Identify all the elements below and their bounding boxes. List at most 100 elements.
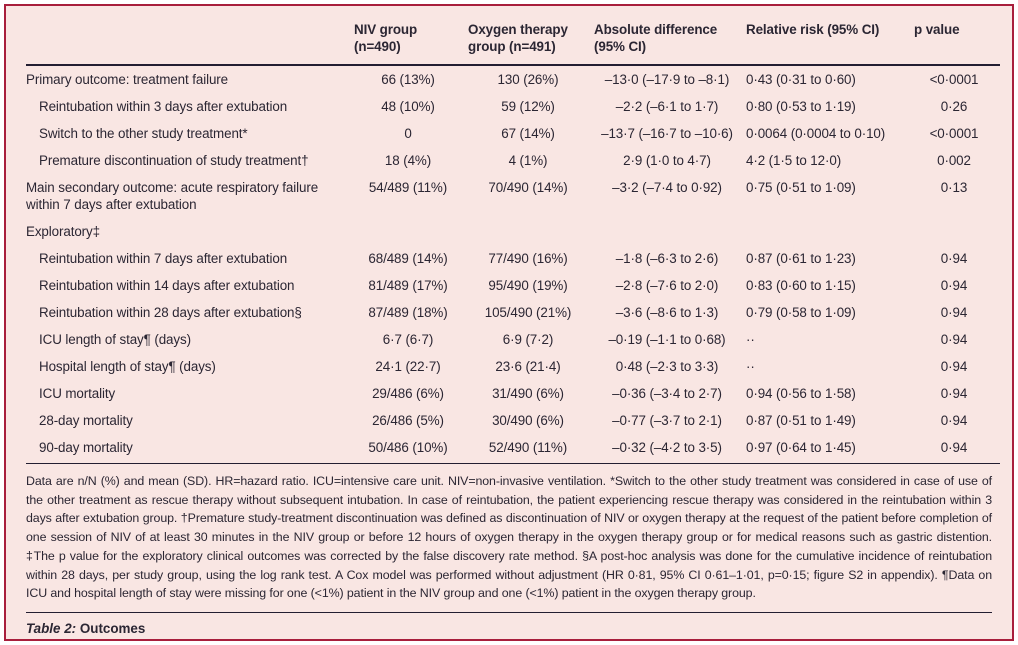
cell-rr: 0·80 (0·53 to 1·19)	[746, 99, 856, 114]
column-header-oxygen-group: Oxygen therapy group (n=491)	[468, 19, 594, 66]
cell-diff: –3·6 (–8·6 to 1·3)	[615, 305, 719, 320]
table-caption-label: Table 2:	[26, 620, 77, 636]
cell-diff: 0·48 (–2·3 to 3·3)	[615, 359, 719, 374]
table-row: Reintubation within 28 days after extuba…	[26, 299, 1000, 326]
cell-p: 0·94	[940, 278, 968, 293]
cell-niv: 0	[404, 126, 412, 141]
cell-rr	[746, 218, 914, 245]
cell-oxygen: 4 (1%)	[508, 153, 548, 168]
cell-niv: 18 (4%)	[384, 153, 432, 168]
table-row: Exploratory‡	[26, 218, 1000, 245]
cell-oxygen	[468, 218, 594, 245]
cell-oxygen: 95/490 (19%)	[488, 278, 568, 293]
table-row: 28-day mortality 26/486 (5%) 30/490 (6%) –0…	[26, 407, 1000, 434]
cell-p: 0·13	[940, 180, 968, 195]
cell-oxygen: 23·6 (21·4)	[495, 359, 561, 374]
cell-rr: 0·87 (0·61 to 1·23)	[746, 251, 856, 266]
column-header-niv-group: NIV group (n=490)	[354, 19, 468, 66]
row-label: ICU length of stay¶ (days)	[39, 332, 191, 347]
cell-diff: –13·0 (–17·9 to –8·1)	[604, 72, 730, 87]
row-label: 90-day mortality	[26, 434, 354, 464]
cell-oxygen: 59 (12%)	[501, 99, 555, 114]
cell-oxygen: 77/490 (16%)	[488, 251, 568, 266]
cell-diff: –0·19 (–1·1 to 0·68)	[608, 332, 726, 347]
cell-p: 0·94	[940, 413, 968, 428]
cell-niv: 87/489 (18%)	[368, 305, 448, 320]
cell-diff: –0·36 (–3·4 to 2·7)	[612, 386, 722, 401]
row-label: Reintubation within 14 days after extuba…	[39, 278, 295, 293]
table-row: 90-day mortality 50/486 (10%) 52/490 (11%)…	[26, 434, 1000, 464]
column-header-outcome	[26, 19, 354, 66]
cell-oxygen: 6·9 (7·2)	[502, 332, 554, 347]
cell-niv: 24·1 (22·7)	[375, 359, 441, 374]
cell-diff: –2·2 (–6·1 to 1·7)	[615, 99, 719, 114]
cell-oxygen: 70/490 (14%)	[488, 180, 568, 195]
row-label: 28-day mortality	[39, 413, 133, 428]
table-row: Premature discontinuation of study treat…	[26, 147, 1000, 174]
cell-rr: 0·75 (0·51 to 1·09)	[746, 180, 856, 195]
cell-rr: 0·87 (0·51 to 1·49)	[746, 413, 856, 428]
table-footnote: Data are n/N (%) and mean (SD). HR=hazar…	[26, 474, 992, 601]
table-panel: NIV group (n=490) Oxygen therapy group (n…	[4, 4, 1014, 641]
row-label: ICU mortality	[39, 386, 116, 401]
cell-p: <0·0001	[929, 126, 979, 141]
cell-rr: 0·0064 (0·0004 to 0·10)	[746, 126, 886, 141]
column-header-relative-risk: Relative risk (95% CI)	[746, 19, 914, 66]
cell-p: 0·94	[940, 305, 968, 320]
cell-rr: 0·79 (0·58 to 1·09)	[746, 305, 856, 320]
cell-niv: 26/486 (5%)	[372, 413, 444, 428]
cell-niv: 50/486 (10%)	[354, 434, 468, 464]
cell-oxygen: 105/490 (21%)	[484, 305, 572, 320]
cell-rr: 4·2 (1·5 to 12·0)	[746, 153, 842, 168]
outcomes-table: NIV group (n=490) Oxygen therapy group (n…	[26, 19, 1000, 464]
cell-diff: –13·7 (–16·7 to –10·6)	[601, 126, 733, 141]
cell-niv: 6·7 (6·7)	[382, 332, 434, 347]
cell-oxygen: 67 (14%)	[501, 126, 555, 141]
cell-rr: 0·97 (0·64 to 1·45)	[746, 434, 914, 464]
cell-rr: 0·94 (0·56 to 1·58)	[746, 386, 856, 401]
cell-rr: 0·83 (0·60 to 1·15)	[746, 278, 856, 293]
row-label: Reintubation within 7 days after extubat…	[39, 251, 288, 266]
cell-p: 0·94	[914, 434, 1000, 464]
table-row: Primary outcome: treatment failure 66 (13…	[26, 65, 1000, 93]
table-row: Reintubation within 3 days after extubat…	[26, 93, 1000, 120]
row-label: Exploratory‡	[26, 224, 100, 239]
row-label: Hospital length of stay¶ (days)	[39, 359, 216, 374]
cell-niv: 81/489 (17%)	[368, 278, 448, 293]
cell-rr: ··	[746, 332, 755, 347]
cell-p	[914, 218, 1000, 245]
row-label: Reintubation within 3 days after extubat…	[39, 99, 288, 114]
table-caption-title: Outcomes	[79, 620, 146, 636]
row-label: Switch to the other study treatment*	[39, 126, 248, 141]
table-row: Switch to the other study treatment* 0 67 …	[26, 120, 1000, 147]
row-label: Primary outcome: treatment failure	[26, 72, 228, 87]
row-label: Reintubation within 28 days after extuba…	[39, 305, 302, 320]
cell-p: 0·94	[940, 359, 968, 374]
row-label: Main secondary outcome: acute respirator…	[26, 180, 319, 212]
cell-p: <0·0001	[929, 72, 979, 87]
cell-p: 0·94	[940, 332, 968, 347]
cell-niv: 66 (13%)	[381, 72, 435, 87]
cell-diff: –0·77 (–3·7 to 2·1)	[612, 413, 722, 428]
table-row: Reintubation within 14 days after extuba…	[26, 272, 1000, 299]
table-row: ICU length of stay¶ (days) 6·7 (6·7) 6·9 (…	[26, 326, 1000, 353]
table-row: ICU mortality 29/486 (6%) 31/490 (6%) –0·36…	[26, 380, 1000, 407]
cell-p: 0·002	[937, 153, 971, 168]
cell-oxygen: 31/490 (6%)	[492, 386, 564, 401]
cell-diff: 2·9 (1·0 to 4·7)	[623, 153, 711, 168]
cell-niv: 54/489 (11%)	[368, 180, 448, 195]
table-row: Main secondary outcome: acute respirator…	[26, 174, 1000, 218]
table-caption: Table 2: Outcomes	[26, 611, 992, 636]
cell-p: 0·94	[940, 386, 968, 401]
column-header-absolute-difference: Absolute difference (95% CI)	[594, 19, 746, 66]
cell-rr: ··	[746, 359, 755, 374]
cell-oxygen: 30/490 (6%)	[492, 413, 564, 428]
cell-niv	[354, 218, 468, 245]
cell-diff: –3·2 (–7·4 to 0·92)	[612, 180, 722, 195]
cell-diff: –0·32 (–4·2 to 3·5)	[594, 434, 746, 464]
cell-niv: 68/489 (14%)	[368, 251, 448, 266]
cell-niv: 48 (10%)	[381, 99, 435, 114]
cell-diff: –1·8 (–6·3 to 2·6)	[615, 251, 719, 266]
cell-p: 0·94	[940, 251, 968, 266]
